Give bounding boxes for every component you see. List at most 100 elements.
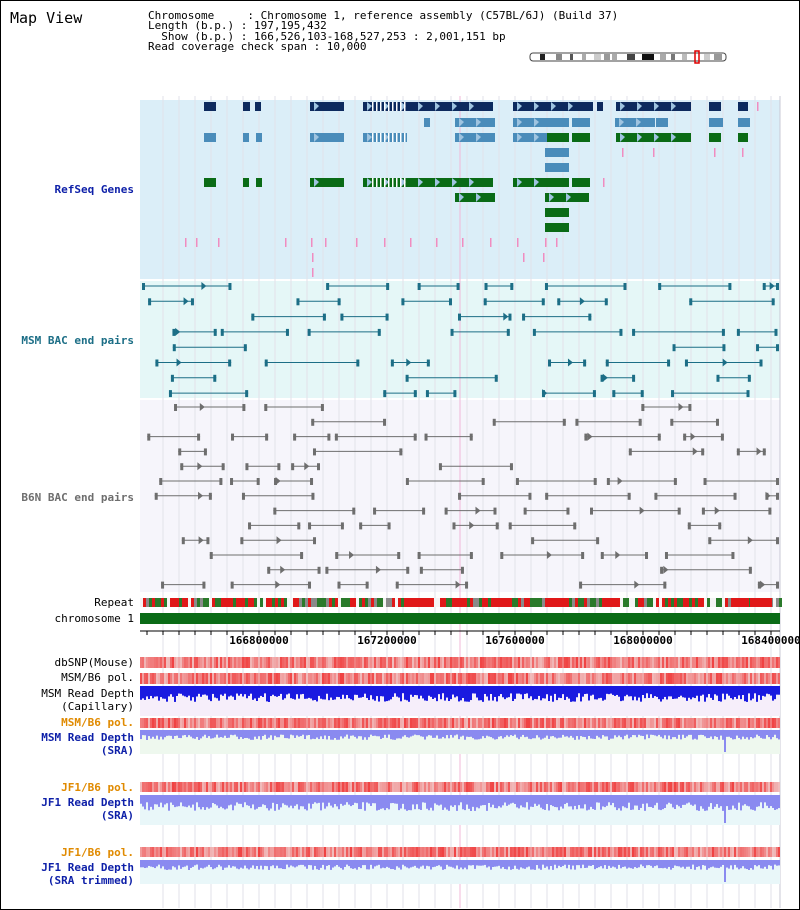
depth-bar	[524, 730, 526, 738]
depth-bar	[774, 795, 776, 810]
depth-bar	[316, 686, 318, 702]
depth-bar	[520, 860, 522, 868]
depth-bar	[734, 860, 736, 865]
b6n-bac-end-pairs-track[interactable]	[147, 403, 779, 589]
track-label-refseq[interactable]: RefSeq Genes	[55, 183, 134, 196]
depth-bar	[398, 730, 400, 739]
depth-bar	[580, 730, 582, 737]
track-label-dbsnp[interactable]: dbSNP(Mouse)	[55, 656, 134, 669]
track-label-chromosome[interactable]: chromosome 1	[55, 612, 134, 625]
depth-bar	[358, 730, 360, 737]
depth-bar	[698, 686, 700, 702]
depth-bar	[426, 795, 428, 809]
depth-bar	[682, 730, 684, 735]
depth-bar	[368, 686, 370, 701]
depth-bar	[640, 795, 642, 808]
depth-bar	[586, 730, 588, 740]
depth-bar	[364, 860, 366, 866]
depth-bar	[196, 860, 198, 865]
depth-bar	[162, 795, 164, 808]
depth-bar	[338, 860, 340, 867]
depth-bar	[402, 795, 404, 804]
depth-bar	[652, 860, 654, 868]
track-label-msm-b6-pol[interactable]: MSM/B6 pol.	[61, 671, 134, 684]
depth-bar	[176, 860, 178, 870]
depth-bar	[256, 686, 258, 702]
depth-bar	[168, 795, 170, 811]
depth-bar	[158, 730, 160, 740]
depth-bar	[462, 686, 464, 698]
depth-bar	[222, 860, 224, 870]
depth-bar	[156, 730, 158, 736]
depth-bar	[658, 730, 660, 735]
depth-bar	[406, 860, 408, 868]
depth-bar	[362, 860, 364, 866]
track-label-msm-b6-pol-sra[interactable]: MSM/B6 pol.	[61, 716, 134, 729]
depth-bar	[202, 860, 204, 869]
depth-bar	[484, 686, 486, 694]
polymorphism-heat-tracks[interactable]	[140, 657, 780, 857]
depth-bar	[628, 686, 630, 697]
track-label-b6n-bac[interactable]: B6N BAC end pairs	[21, 491, 134, 504]
depth-bar	[302, 686, 304, 694]
depth-bar	[220, 686, 222, 695]
depth-bar	[694, 860, 696, 870]
depth-bar	[244, 860, 246, 866]
depth-bar	[502, 860, 504, 868]
gene-model	[545, 208, 569, 217]
track-label-msm-depth-capillary[interactable]: MSM Read Depth	[41, 687, 134, 700]
depth-bar	[356, 795, 358, 804]
snp-marker	[312, 268, 314, 277]
track-label-jf1-b6-pol[interactable]: JF1/B6 pol.	[61, 781, 134, 794]
depth-bar	[460, 730, 462, 737]
depth-bar	[230, 860, 232, 868]
chromosome-bar[interactable]	[140, 613, 780, 624]
depth-bar	[282, 795, 284, 804]
depth-bar	[544, 730, 546, 738]
depth-bar	[292, 860, 294, 867]
track-label-jf1-depth-sra[interactable]: JF1 Read Depth	[41, 796, 134, 809]
axis-tick-label: 167600000	[485, 634, 545, 647]
depth-bar	[638, 795, 640, 810]
track-label-msm-bac[interactable]: MSM BAC end pairs	[21, 334, 134, 347]
depth-bar	[216, 860, 218, 868]
depth-bar	[382, 860, 384, 868]
depth-bar	[226, 860, 228, 868]
depth-bar	[648, 795, 650, 807]
depth-bar	[696, 686, 698, 696]
track-label-jf1-depth-trim[interactable]: JF1 Read Depth	[41, 861, 134, 874]
depth-bar	[762, 795, 764, 809]
depth-bar	[590, 795, 592, 807]
depth-bar	[638, 686, 640, 698]
depth-bar	[322, 686, 324, 700]
depth-bar	[674, 730, 676, 738]
depth-bar	[464, 795, 466, 811]
track-label-repeat[interactable]: Repeat	[94, 596, 134, 609]
depth-bar	[154, 686, 156, 697]
depth-bar	[158, 686, 160, 701]
depth-bar	[250, 795, 252, 809]
depth-bar	[260, 795, 262, 807]
depth-bar	[534, 730, 536, 739]
track-label-msm-depth-sra[interactable]: MSM Read Depth	[41, 731, 134, 744]
depth-bar	[708, 795, 710, 807]
refseq-genes-track[interactable]	[185, 102, 759, 277]
depth-bar	[776, 686, 778, 695]
depth-bar	[422, 860, 424, 866]
depth-bar	[314, 860, 316, 866]
depth-bar	[526, 795, 528, 803]
repeat-track[interactable]	[140, 598, 782, 607]
depth-bar	[258, 860, 260, 870]
depth-bar	[696, 730, 698, 740]
chromosome-ideogram[interactable]	[529, 50, 727, 64]
track-label-jf1-b6-pol-trim[interactable]: JF1/B6 pol.	[61, 846, 134, 859]
depth-bar	[666, 686, 668, 700]
depth-bar	[272, 795, 274, 803]
read-depth-tracks[interactable]	[140, 686, 780, 884]
depth-bar	[254, 860, 256, 869]
depth-bar	[548, 730, 550, 739]
msm-bac-end-pairs-track[interactable]	[142, 282, 779, 398]
depth-bar	[268, 860, 270, 870]
depth-bar	[578, 795, 580, 806]
